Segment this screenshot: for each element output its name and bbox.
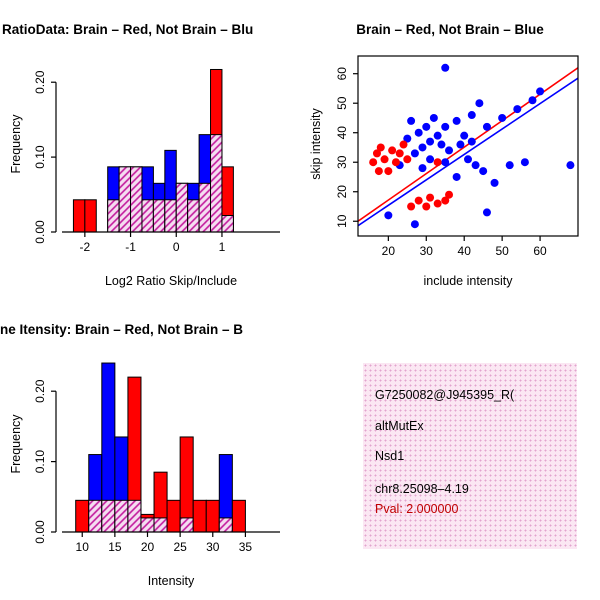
svg-text:10: 10: [335, 214, 349, 228]
svg-text:0.20: 0.20: [33, 379, 47, 403]
info-box: G7250082@J945395_R( altMutEx Nsd1 chr8.2…: [363, 363, 577, 549]
gene-intensity-ylabel: Frequency: [9, 414, 23, 474]
svg-text:60: 60: [335, 67, 349, 81]
ratio-histogram-ylabel: Frequency: [9, 114, 23, 174]
panel-gene-info: G7250082@J945395_R( altMutEx Nsd1 chr8.2…: [300, 300, 600, 600]
svg-text:30: 30: [335, 155, 349, 169]
gene-name-text: Nsd1: [375, 449, 405, 463]
svg-text:60: 60: [533, 244, 547, 258]
svg-text:30: 30: [420, 244, 434, 258]
svg-text:40: 40: [458, 244, 472, 258]
svg-text:20: 20: [335, 185, 349, 199]
svg-text:0.20: 0.20: [33, 70, 47, 94]
svg-text:0.10: 0.10: [33, 450, 47, 474]
pval-text: Pval: 2.000000: [375, 502, 459, 516]
ratio-histogram-chart: -2 -1 0 1 0.00 0.10 0.20: [33, 68, 280, 254]
panel-intensity-scatter: Brain – Red, Not Brain – Blue 20 30 40 50 60…: [300, 0, 600, 300]
svg-text:0.00: 0.00: [33, 520, 47, 544]
svg-text:-2: -2: [80, 240, 91, 254]
svg-text:25: 25: [173, 540, 187, 554]
svg-text:15: 15: [108, 540, 122, 554]
scatter-ylabel: skip intensity: [309, 108, 323, 180]
gene-intensity-histogram-chart: 10 15 20 25 30 35 0.00 0.10 0.20: [33, 362, 280, 554]
svg-text:50: 50: [495, 244, 509, 258]
gene-id-text: G7250082@J945395_R(: [375, 388, 515, 402]
svg-text:0.00: 0.00: [33, 220, 47, 244]
ratio-histogram-xlabel: Log2 Ratio Skip/Include: [104, 274, 238, 288]
svg-text:30: 30: [206, 540, 220, 554]
ratio-histogram-title: RatioData: Brain – Red, Not Brain – Blu: [2, 22, 254, 37]
scatter-title: Brain – Red, Not Brain – Blue: [356, 22, 544, 37]
svg-text:35: 35: [239, 540, 253, 554]
locus-text: chr8.25098–4.19: [375, 482, 469, 496]
svg-text:10: 10: [76, 540, 90, 554]
svg-text:0: 0: [173, 240, 180, 254]
svg-text:40: 40: [335, 126, 349, 140]
svg-text:-1: -1: [125, 240, 136, 254]
event-type-text: altMutEx: [375, 419, 424, 433]
intensity-scatter-chart: 20 30 40 50 60 10 20 30 40 50 60: [335, 55, 579, 258]
gene-intensity-title: ne Itensity: Brain – Red, Not Brain – B: [0, 322, 244, 337]
svg-text:50: 50: [335, 96, 349, 110]
svg-text:20: 20: [141, 540, 155, 554]
svg-text:20: 20: [382, 244, 396, 258]
scatter-xlabel: include intensity: [423, 274, 513, 288]
panel-ratio-histogram: RatioData: Brain – Red, Not Brain – Blu …: [0, 0, 300, 300]
gene-intensity-xlabel: Intensity: [147, 574, 195, 588]
svg-text:1: 1: [219, 240, 226, 254]
panel-gene-intensity-histogram: ne Itensity: Brain – Red, Not Brain – B …: [0, 300, 300, 600]
svg-text:0.10: 0.10: [33, 145, 47, 169]
